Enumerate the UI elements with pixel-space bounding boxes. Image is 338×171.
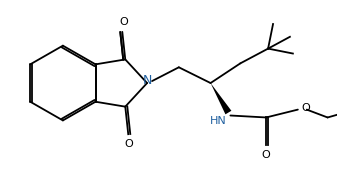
Text: N: N [142, 74, 152, 87]
Text: O: O [125, 139, 134, 149]
Polygon shape [211, 83, 232, 114]
Text: O: O [119, 17, 128, 27]
Text: O: O [302, 103, 311, 113]
Text: HN: HN [210, 116, 226, 127]
Text: O: O [262, 150, 270, 160]
